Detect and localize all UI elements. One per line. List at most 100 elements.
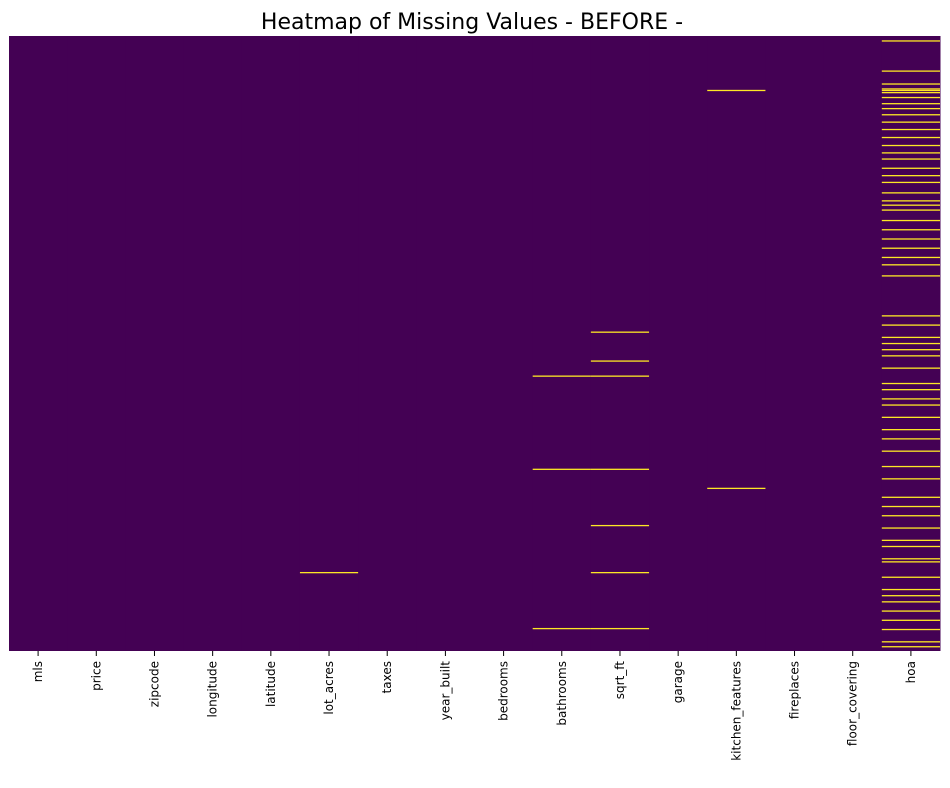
x-tick-label: garage — [671, 661, 685, 703]
column-zipcode — [125, 36, 185, 651]
missing-cell — [532, 375, 591, 377]
missing-cell — [590, 375, 650, 377]
missing-cell — [590, 627, 650, 630]
missing-cell — [881, 315, 940, 317]
missing-cell — [881, 181, 940, 184]
chart-title: Heatmap of Missing Values - BEFORE - — [261, 10, 683, 35]
missing-cell — [881, 91, 940, 94]
column-bedrooms — [474, 36, 534, 651]
missing-cell — [881, 264, 940, 266]
missing-cell — [590, 331, 650, 333]
missing-cell — [881, 355, 940, 357]
missing-cell — [881, 398, 940, 400]
x-tick-label: fireplaces — [788, 661, 802, 719]
x-tick-label: bathrooms — [555, 661, 569, 726]
missing-cell — [881, 527, 940, 529]
column-price — [67, 36, 126, 651]
missing-cell — [881, 256, 940, 259]
missing-cell — [881, 121, 940, 123]
missing-cell — [881, 628, 940, 631]
missing-cell — [881, 389, 940, 391]
missing-cell — [532, 468, 591, 470]
missing-cell — [881, 641, 940, 643]
missing-cell — [881, 610, 940, 612]
missing-cell — [881, 83, 940, 85]
x-axis-ticks: mls price zipcode longitude latitude lot_acre… — [31, 651, 918, 761]
missing-cell — [881, 275, 940, 277]
column-mls — [9, 36, 68, 651]
missing-cell — [881, 175, 940, 177]
missing-cell — [881, 158, 940, 160]
missing-cell — [881, 349, 940, 351]
missing-cell — [881, 89, 940, 92]
missing-cell — [881, 128, 940, 131]
x-tick-label: bedrooms — [497, 661, 511, 721]
column-year_built — [416, 36, 475, 651]
x-tick-label: hoa — [904, 661, 918, 683]
missing-cell — [881, 450, 940, 452]
missing-cell — [881, 70, 940, 72]
missing-cell — [881, 229, 940, 231]
missing-cell — [590, 468, 650, 470]
missing-cell — [881, 96, 940, 99]
missing-cell — [881, 382, 940, 385]
missing-cell — [881, 144, 940, 147]
missing-cell — [881, 200, 940, 202]
missing-cell — [881, 478, 940, 480]
missing-cell — [881, 336, 940, 339]
missing-cell — [881, 247, 940, 249]
missing-cell — [881, 619, 940, 621]
missing-cell — [881, 561, 940, 563]
column-latitude — [241, 36, 301, 651]
column-taxes — [358, 36, 417, 651]
missing-cell — [881, 595, 940, 597]
missing-cell — [590, 571, 650, 574]
column-garage — [649, 36, 708, 651]
missing-cell — [299, 571, 359, 574]
x-tick-label: lot_acres — [322, 661, 336, 715]
missing-cell — [590, 360, 650, 362]
x-tick-label: longitude — [206, 661, 220, 718]
missing-cell — [881, 204, 940, 206]
missing-cell — [881, 209, 940, 211]
missing-cell — [707, 89, 766, 92]
missing-cell — [532, 627, 591, 630]
column-floor_covering — [823, 36, 883, 651]
missing-cell — [881, 601, 940, 603]
missing-cell — [881, 465, 940, 468]
x-tick-label: floor_covering — [846, 661, 860, 746]
missing-cell — [881, 342, 940, 345]
missing-cell — [881, 152, 940, 154]
missing-cell — [590, 524, 650, 527]
missing-cell — [881, 505, 940, 508]
missing-cell — [881, 192, 940, 194]
x-tick-label: latitude — [264, 661, 278, 707]
missing-cell — [881, 114, 940, 116]
missing-cell — [881, 539, 940, 541]
missing-cell — [881, 496, 940, 498]
x-tick-label: mls — [31, 661, 45, 682]
missing-cell — [881, 515, 940, 517]
column-fireplaces — [765, 36, 825, 651]
missing-cell — [881, 167, 940, 169]
column-kitchen_features — [707, 36, 766, 651]
missing-cell — [881, 107, 940, 110]
missing-cell — [881, 416, 940, 418]
missing-cell — [881, 88, 940, 90]
missing-cell — [881, 576, 940, 578]
missing-cell — [707, 487, 766, 490]
missing-cell — [881, 545, 940, 548]
missing-cell — [881, 558, 940, 560]
x-tick-label: sqrt_ft — [613, 661, 627, 700]
column-longitude — [183, 36, 243, 651]
missing-cell — [881, 429, 940, 431]
missing-cell — [881, 103, 940, 105]
missing-cell — [881, 404, 940, 406]
column-sqrt_ft — [590, 36, 650, 651]
column-lot_acres — [299, 36, 359, 651]
missing-cell — [881, 588, 940, 591]
missing-cell — [881, 438, 940, 440]
missing-cell — [881, 40, 940, 42]
missing-cell — [881, 238, 940, 240]
